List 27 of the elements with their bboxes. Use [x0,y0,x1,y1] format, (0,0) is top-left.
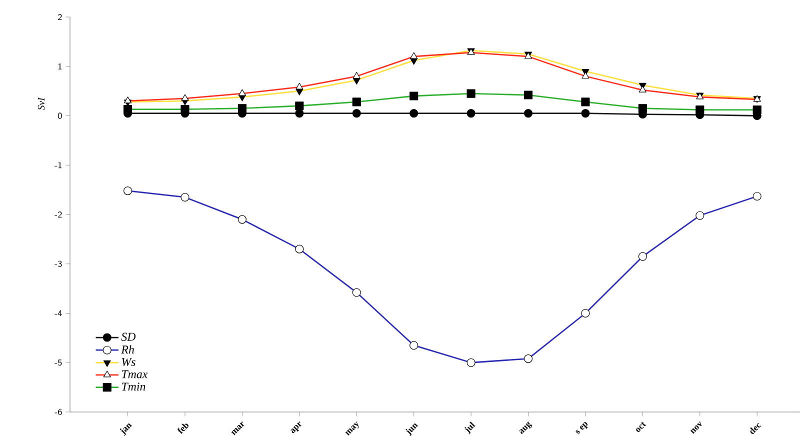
x-tick-label: nov [690,421,702,434]
y-tick-label: -1 [54,162,62,168]
x-tick-label: mar [231,421,244,436]
y-tick-label: -4 [54,310,62,316]
y-tick-label: 0 [58,112,62,119]
x-tick-label: dec [750,422,762,434]
y-tick-label: 2 [58,14,62,20]
y-axis-title: SvI [38,97,45,110]
y-tick-label: -5 [54,360,62,366]
x-tick-label: jun [406,423,418,436]
legend-label: Tmin [122,382,146,391]
legend-label: Ws [122,358,136,366]
y-tick-label: 1 [58,63,62,70]
x-tick-label: oct [636,422,646,432]
legend-label: Rh [121,345,134,354]
y-tick-label: -3 [54,260,62,268]
x-tick-label: s ep [576,422,588,434]
legend-label: SD [121,332,136,341]
x-tick-label: feb [178,424,188,434]
y-tick-label: -6 [54,408,62,416]
y-tick-label: -2 [54,211,62,218]
x-tick-label: jan [120,423,132,436]
x-tick-label: jul [464,422,476,434]
x-tick-label: apr [290,421,302,434]
legend-label: Tmax [122,370,148,378]
x-tick-label: may [345,421,359,436]
x-tick-label: aug [519,422,532,434]
